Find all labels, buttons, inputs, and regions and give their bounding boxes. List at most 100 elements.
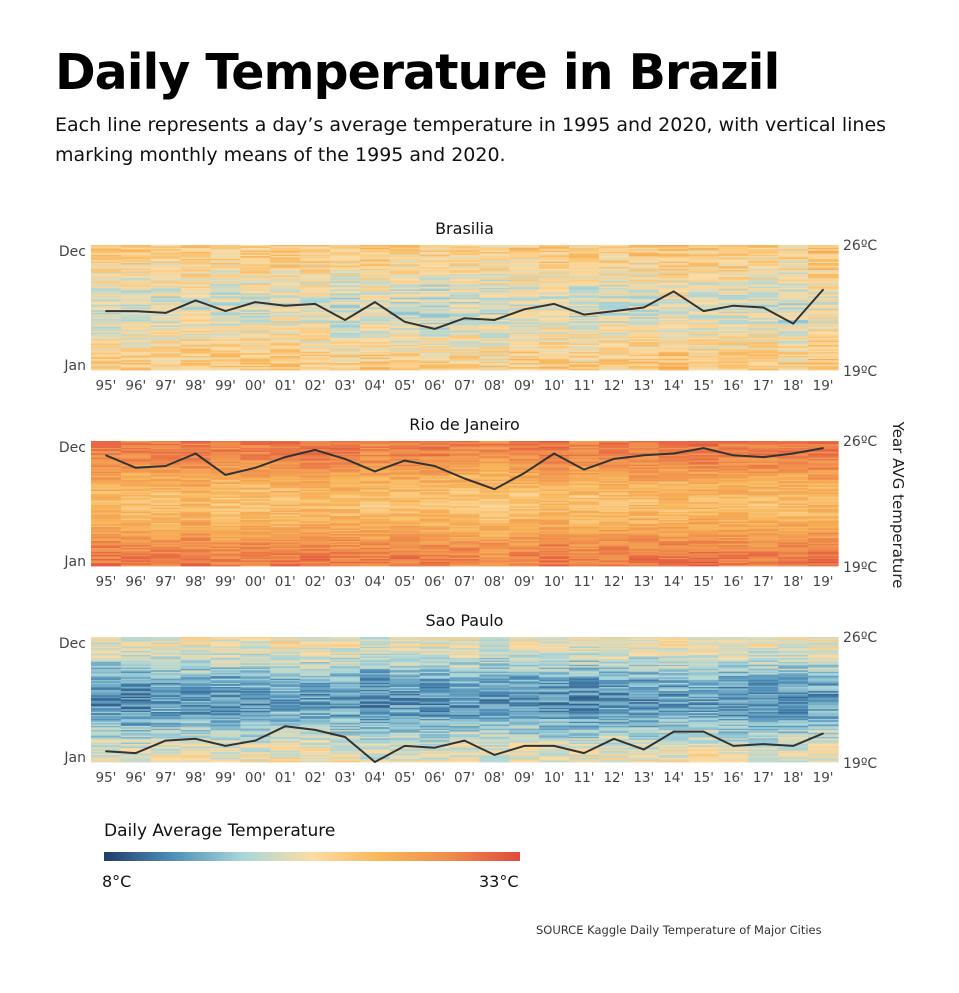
heat-cell — [658, 489, 690, 492]
heat-cell — [359, 331, 391, 333]
heat-cell — [748, 484, 779, 486]
heat-cell — [150, 545, 182, 547]
heat-cell — [330, 343, 361, 346]
heat-cell — [778, 336, 809, 339]
heat-cell — [240, 360, 271, 363]
heat-cell — [628, 452, 660, 454]
heat-cell — [330, 538, 361, 541]
heat-cell — [180, 731, 212, 734]
heat-cell — [120, 445, 152, 447]
heat-cell — [778, 536, 809, 539]
heat-cell — [778, 247, 809, 250]
heat-cell — [718, 528, 749, 531]
heat-cell — [150, 258, 182, 261]
heat-cell — [688, 482, 720, 485]
heat-cell — [91, 639, 122, 642]
heat-cell — [539, 274, 570, 276]
heat-cell — [778, 457, 809, 460]
heat-cell — [270, 463, 301, 466]
heat-cell — [688, 460, 720, 463]
heat-cell — [150, 276, 182, 279]
heat-cell — [808, 488, 839, 491]
heat-cell — [718, 360, 749, 363]
heat-cell — [748, 368, 779, 371]
heat-cell — [330, 489, 361, 492]
heat-cell — [91, 356, 122, 358]
heat-cell — [180, 314, 212, 317]
heat-cell — [479, 265, 510, 268]
heat-cell — [240, 518, 271, 521]
heat-cell — [628, 356, 660, 358]
heat-cell — [91, 278, 122, 281]
heat-cell — [210, 321, 241, 324]
heat-cell — [479, 509, 510, 511]
heat-cell — [91, 721, 122, 724]
heat-cell — [569, 516, 600, 518]
heat-cell — [479, 315, 510, 318]
y-tick-label: Jan — [63, 358, 86, 374]
heat-cell — [718, 253, 749, 256]
heat-cell — [270, 482, 301, 485]
heat-cell — [628, 550, 660, 553]
heat-cell — [718, 299, 749, 301]
heat-cell — [598, 256, 630, 258]
heat-cell — [270, 563, 301, 566]
heat-cell — [210, 453, 241, 456]
heat-cell — [748, 358, 779, 361]
heat-cell — [419, 539, 451, 542]
heat-cell — [628, 340, 660, 343]
heat-cell — [210, 339, 241, 342]
heat-cell — [91, 358, 122, 361]
heat-cell — [359, 304, 391, 307]
heat-cell — [658, 328, 690, 331]
heat-cell — [419, 547, 451, 550]
heat-cell — [389, 477, 421, 479]
heat-cell — [509, 454, 540, 457]
heat-cell — [808, 531, 839, 534]
heat-cell — [688, 478, 720, 481]
heat-cell — [449, 345, 481, 347]
heat-cell — [628, 531, 660, 534]
x-tick-label: 99' — [215, 574, 236, 590]
heat-cell — [240, 495, 271, 497]
heat-cell — [628, 449, 660, 452]
heat-cell — [509, 275, 540, 278]
heat-cell — [598, 466, 630, 468]
heat-cell — [808, 246, 839, 249]
heat-cell — [628, 442, 660, 445]
heat-cell — [598, 532, 630, 535]
heat-cell — [658, 460, 690, 463]
heat-cell — [120, 750, 152, 753]
heat-cell — [150, 315, 182, 318]
heat-cell — [210, 652, 241, 655]
heat-cell — [748, 461, 779, 464]
heat-cell — [598, 303, 630, 306]
heat-cell — [91, 745, 122, 748]
heat-cell — [748, 564, 779, 567]
heat-cell — [628, 527, 660, 529]
heat-cell — [180, 668, 212, 671]
heat-cell — [240, 321, 271, 324]
heat-cell — [240, 557, 271, 560]
heat-cell — [479, 250, 510, 253]
heat-cell — [539, 513, 570, 516]
heat-cell — [300, 528, 331, 531]
heat-cell — [180, 346, 212, 349]
heat-cell — [150, 251, 182, 254]
heat-cell — [300, 446, 331, 449]
heat-cell — [598, 353, 630, 356]
heat-cell — [539, 539, 570, 542]
heat-cell — [91, 534, 122, 536]
heat-cell — [120, 527, 152, 529]
heat-cell — [569, 502, 600, 504]
heat-cell — [718, 561, 749, 564]
heat-cell — [748, 311, 779, 314]
x-tick-label: 96' — [125, 574, 146, 590]
heat-cell — [628, 281, 660, 283]
heat-cell — [539, 258, 570, 261]
heat-cell — [120, 285, 152, 288]
heat-cell — [509, 557, 540, 560]
heat-cell — [359, 563, 391, 566]
heat-cell — [748, 329, 779, 332]
